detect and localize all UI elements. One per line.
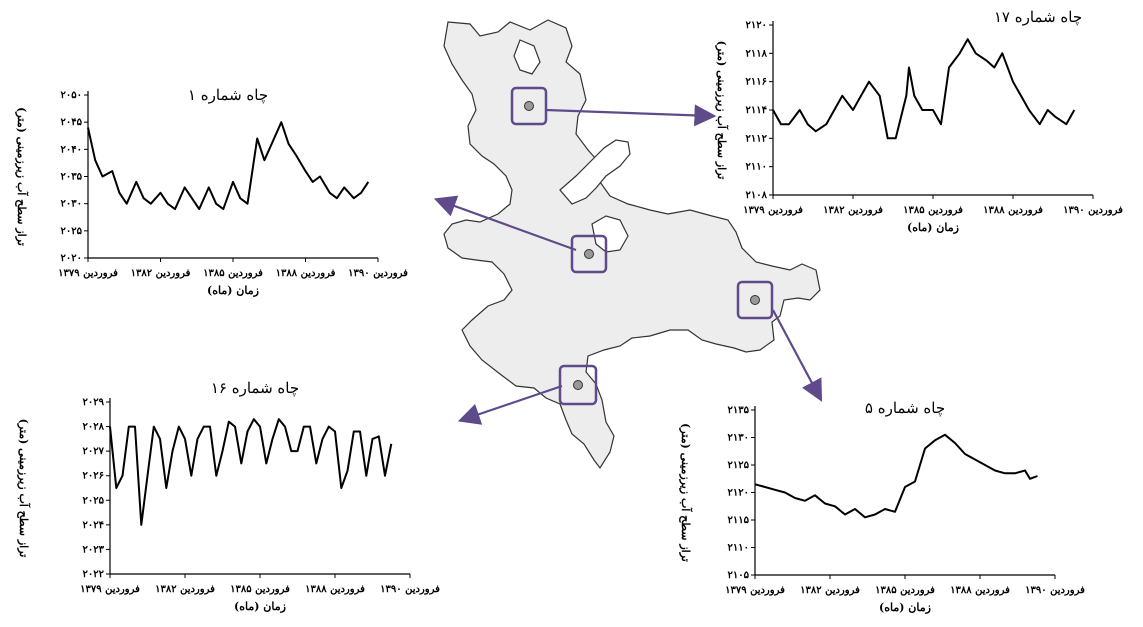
pointer-arrow: [545, 104, 717, 127]
region-inlet-1: [559, 139, 631, 205]
y-tick-label: ۲۰۴۵: [61, 117, 83, 128]
x-tick-label: فروردین ۱۳۹۰: [1063, 205, 1123, 216]
well-point: [573, 380, 583, 390]
well-marker-frame: [510, 86, 548, 126]
region-inlet-2: [591, 215, 629, 253]
y-tick-label: ۲۰۳۰: [61, 199, 82, 210]
chart-title: چاه شماره ۱: [188, 86, 268, 104]
series-line: [772, 38, 1076, 140]
y-tick-label: ۲۱۲۰: [728, 488, 749, 499]
chart-title: چاه شماره ۱۶: [211, 379, 299, 397]
x-tick-label: فروردین ۱۳۷۹: [58, 268, 118, 279]
y-tick-label: ۲۱۱۲: [746, 133, 768, 144]
x-tick-label: فروردین ۱۳۸۵: [203, 268, 263, 279]
y-tick-label: ۲۰۵۰: [61, 90, 82, 101]
y-tick-label: ۲۰۲۰: [61, 253, 82, 264]
y-axis-label: تراز سطح آب زیرزمینی (متر): [17, 419, 31, 558]
x-tick-label: فروردین ۱۳۸۲: [800, 585, 860, 596]
x-tick-label: فروردین ۱۳۸۵: [903, 205, 963, 216]
chart-title: چاه شماره ۱۷: [994, 8, 1082, 26]
x-tick-label: فروردین ۱۳۹۰: [1025, 585, 1085, 596]
y-tick-label: ۲۰۲۶: [83, 471, 104, 482]
well-marker-frame: [570, 234, 608, 274]
series-line: [754, 433, 1038, 519]
well-1-marker: [433, 195, 608, 274]
x-tick-label: فروردین ۱۳۸۲: [823, 205, 883, 216]
y-axis-label: تراز سطح آب زیرزمینی (متر): [679, 423, 693, 562]
y-tick-label: ۲۱۱۰: [728, 543, 749, 554]
y-tick-label: ۲۰۲۷: [83, 446, 105, 457]
charts: ۲۰۲۰ ۲۰۲۵ ۲۰۳۰ ۲۰۳۵ ۲۰۴۰ ۲۰۴۵ ۲۰۵۰ فروردین ۱۳۷۹…: [15, 8, 1123, 614]
x-axis-label: زمان (ماه): [879, 601, 931, 614]
pointer-arrow: [457, 384, 563, 425]
chart-title: چاه شماره ۵: [865, 399, 945, 417]
well-16-marker: [457, 364, 598, 425]
region-map: [443, 19, 821, 470]
x-tick-label: فروردین ۱۳۸۸: [305, 584, 365, 595]
y-tick-label: ۲۱۱۵: [728, 515, 750, 526]
y-tick-label: ۲۱۲۰: [746, 20, 767, 31]
x-tick-label: فروردین ۱۳۸۸: [950, 585, 1010, 596]
y-tick-label: ۲۰۲۵: [61, 226, 83, 237]
y-tick-label: ۲۰۴۰: [61, 144, 82, 155]
y-axis-label: تراز سطح آب زیرزمینی (متر): [715, 41, 729, 180]
well-marker-frame: [558, 364, 598, 406]
y-axis-label: تراز سطح آب زیرزمینی (متر): [15, 107, 29, 246]
region-inlet-3: [513, 39, 541, 75]
y-tick-label: ۲۰۲۹: [83, 397, 105, 408]
pointer-arrow: [772, 309, 823, 402]
chart-1: ۲۰۲۰ ۲۰۲۵ ۲۰۳۰ ۲۰۳۵ ۲۰۴۰ ۲۰۴۵ ۲۰۵۰ فروردین ۱۳۷۹…: [15, 86, 408, 297]
y-tick-label: ۲۰۲۵: [83, 495, 105, 506]
x-axis-label: زمان (ماه): [207, 284, 259, 297]
y-tick-label: ۲۱۳۰: [728, 433, 749, 444]
x-tick-label: فروردین ۱۳۷۹: [80, 584, 140, 595]
well-17-marker: [510, 86, 717, 127]
chart-2: ۲۱۰۸ ۲۱۱۰ ۲۱۱۲ ۲۱۱۴ ۲۱۱۶ ۲۱۱۸ ۲۱۲۰ فروردین ۱۳۷۹…: [715, 8, 1123, 234]
x-axis-label: زمان (ماه): [234, 600, 286, 613]
x-tick-label: فروردین ۱۳۸۸: [276, 268, 336, 279]
well-point: [750, 295, 760, 305]
x-axis-label: زمان (ماه): [907, 221, 959, 234]
y-tick-label: ۲۱۳۵: [728, 405, 750, 416]
series-line: [109, 418, 393, 526]
y-tick-label: ۲۰۲۸: [83, 422, 105, 433]
x-tick-label: فروردین ۱۳۷۹: [725, 585, 785, 596]
y-tick-label: ۲۰۳۵: [61, 172, 83, 183]
well-point: [584, 249, 594, 259]
y-tick-label: ۲۰۲۴: [83, 520, 104, 531]
x-tick-label: فروردین ۱۳۸۲: [155, 584, 215, 595]
pointer-arrow: [433, 195, 577, 252]
y-tick-label: ۲۰۲۳: [83, 544, 105, 555]
y-tick-label: ۲۰۲۲: [83, 569, 105, 580]
well-point: [524, 101, 534, 111]
y-tick-label: ۲۱۰۸: [746, 190, 768, 201]
chart-3: ۲۰۲۲ ۲۰۲۳ ۲۰۲۴ ۲۰۲۵ ۲۰۲۶ ۲۰۲۷ ۲۰۲۸ ۲۰۲۹ فروردین …: [17, 379, 440, 613]
y-tick-label: ۲۱۱۰: [746, 162, 767, 173]
x-tick-label: فروردین ۱۳۸۵: [875, 585, 935, 596]
y-tick-label: ۲۱۱۴: [746, 105, 767, 116]
x-tick-label: فروردین ۱۳۸۲: [131, 268, 191, 279]
well-markers: [433, 86, 823, 425]
y-tick-label: ۲۱۲۵: [728, 460, 750, 471]
x-tick-label: فروردین ۱۳۷۹: [743, 205, 803, 216]
x-tick-label: فروردین ۱۳۸۵: [230, 584, 290, 595]
chart-4: ۲۱۰۵ ۲۱۱۰ ۲۱۱۵ ۲۱۲۰ ۲۱۲۵ ۲۱۳۰ ۲۱۳۵ فروردین ۱۳۷۹…: [679, 399, 1085, 614]
y-tick-label: ۲۱۱۶: [746, 77, 767, 88]
well-marker-frame: [736, 280, 774, 320]
series-line: [87, 121, 370, 211]
y-tick-label: ۲۱۱۸: [746, 48, 768, 59]
y-tick-label: ۲۱۰۵: [728, 570, 750, 581]
x-tick-label: فروردین ۱۳۸۸: [983, 205, 1043, 216]
well-5-marker: [736, 280, 823, 402]
x-tick-label: فروردین ۱۳۹۰: [380, 584, 440, 595]
x-tick-label: فروردین ۱۳۹۰: [348, 268, 408, 279]
